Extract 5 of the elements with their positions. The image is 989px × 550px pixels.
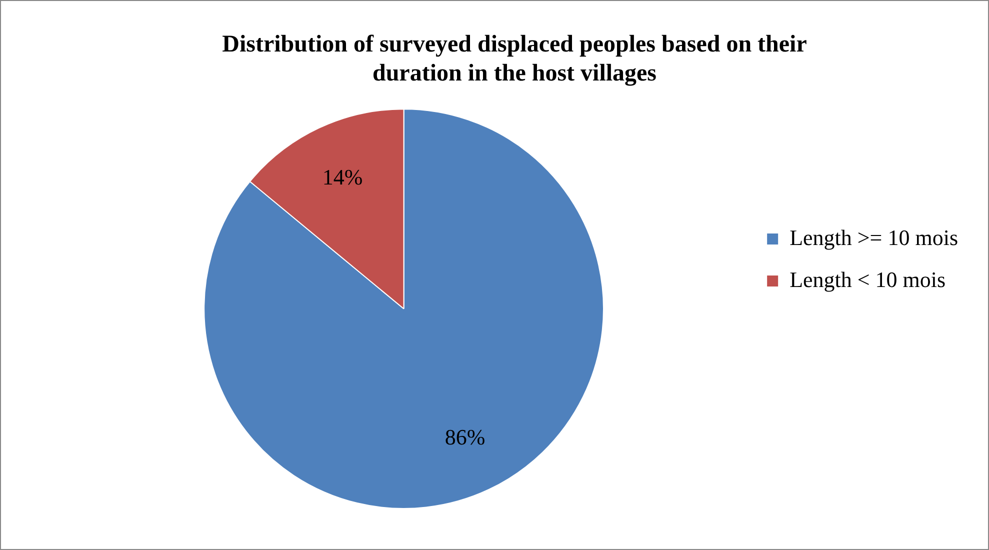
- legend-label: Length < 10 mois: [790, 266, 946, 292]
- legend-label: Length >= 10 mois: [790, 224, 958, 250]
- data-label: 86%: [444, 424, 486, 450]
- data-label: 14%: [322, 164, 363, 190]
- chart-title: Distribution of surveyed displaced peoples based on their duration in the host villages: [222, 32, 808, 86]
